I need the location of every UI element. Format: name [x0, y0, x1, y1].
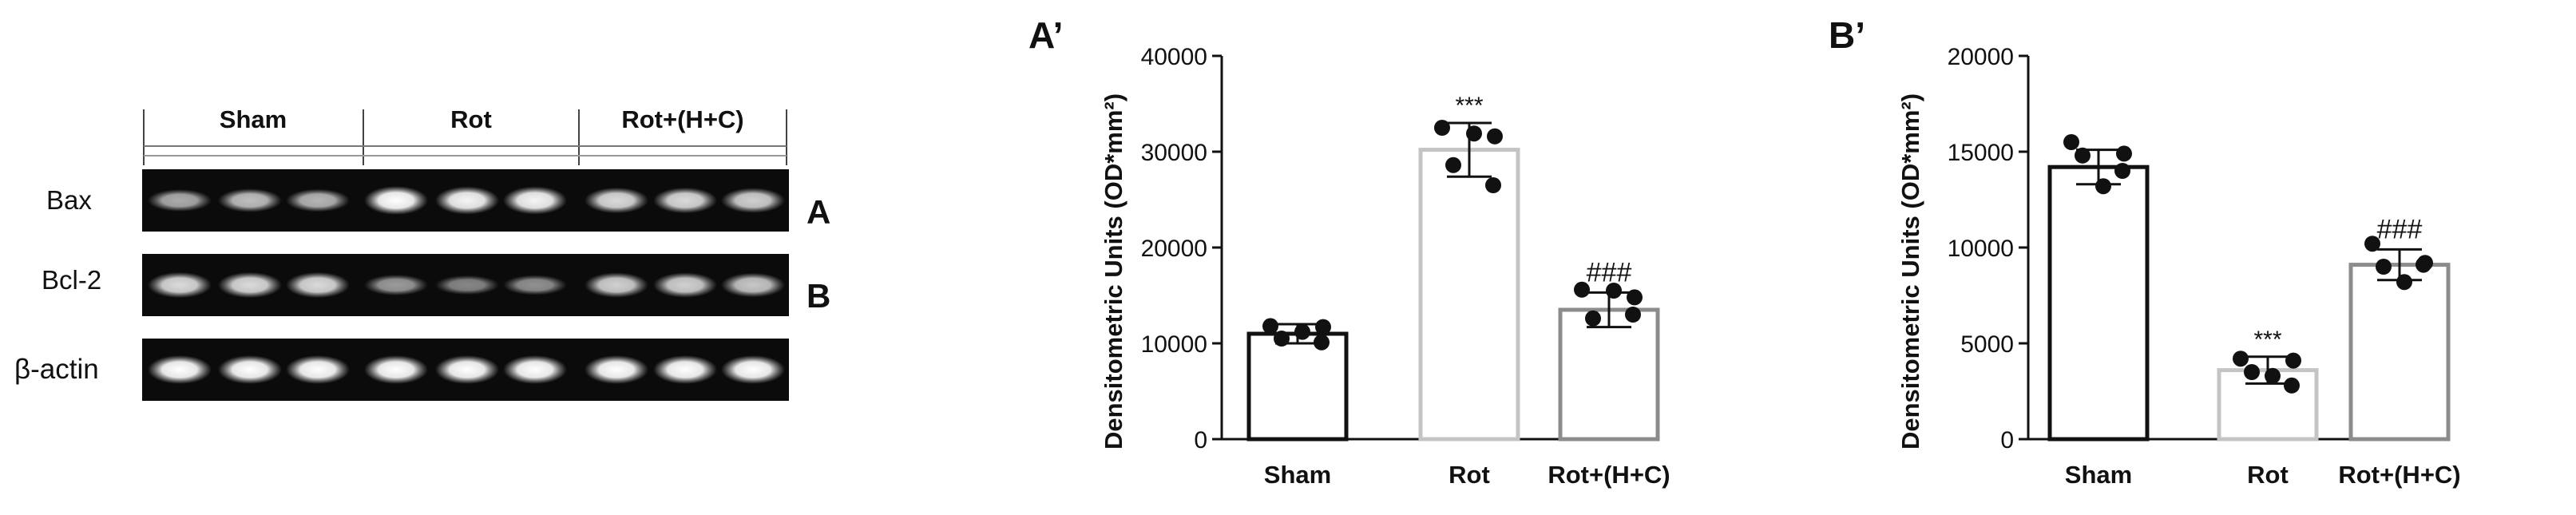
blot-band [653, 272, 717, 298]
blot-band [218, 271, 282, 299]
data-point [1315, 319, 1331, 335]
y-tick-label: 5000 [1960, 331, 2014, 358]
x-category-label: Rot+(H+C) [1548, 461, 1670, 489]
blot-band [148, 271, 212, 299]
data-point [1487, 128, 1503, 145]
y-tick-label: 40000 [1141, 44, 1207, 70]
blot-band [653, 355, 717, 384]
blot-row-label-bax: Bax [46, 185, 92, 215]
data-point [1262, 318, 1278, 335]
data-point [1485, 177, 1501, 193]
blot-band [503, 186, 567, 215]
blot-band [503, 275, 567, 295]
data-point [2114, 163, 2130, 179]
blot-panel-label-a: A [806, 193, 830, 231]
x-category-label: Sham [2065, 461, 2132, 489]
western-blot-panel: Sham Rot Rot+(H+C) Bax Bcl-2 β-actin A B [14, 105, 830, 401]
data-point [1585, 310, 1601, 327]
blot-group-label-rot: Rot [450, 105, 492, 133]
data-point [1627, 289, 1643, 306]
data-point [2376, 259, 2392, 275]
data-point [2244, 364, 2260, 380]
blot-bands [148, 186, 785, 384]
y-tick-label: 0 [1194, 427, 1207, 454]
blot-band [218, 188, 282, 212]
data-point [2396, 274, 2412, 291]
data-point [1294, 323, 1310, 340]
blot-group-label-sham: Sham [220, 105, 287, 133]
blot-row-label-beta-actin: β-actin [14, 354, 99, 385]
data-point [1606, 283, 1622, 299]
data-point [2075, 147, 2091, 164]
y-tick-label: 10000 [1141, 331, 1207, 358]
bar [1558, 307, 1660, 442]
x-category-label: Rot+(H+C) [2338, 461, 2460, 489]
chart-b-panel-label: B’ [1829, 14, 1865, 56]
data-point [1445, 156, 1461, 173]
significance-label: ### [1587, 257, 1632, 287]
chart-a-panel-label: A’ [1028, 14, 1063, 56]
blot-band [364, 186, 428, 215]
y-tick-label: 10000 [1948, 236, 2014, 262]
blot-band [364, 355, 428, 384]
data-point [2265, 367, 2281, 384]
blot-band [364, 274, 428, 296]
data-point [2233, 351, 2249, 367]
blot-band [435, 275, 499, 295]
data-point [1625, 307, 1641, 323]
blot-row-label-bcl2: Bcl-2 [42, 265, 101, 295]
y-tick-label: 20000 [1141, 236, 1207, 262]
data-point [2285, 352, 2301, 369]
blot-band [148, 189, 212, 212]
blot-band [585, 355, 648, 384]
blot-band [286, 188, 350, 212]
y-tick-label: 30000 [1141, 140, 1207, 166]
blot-band [286, 355, 350, 384]
blot-band [653, 187, 717, 214]
significance-label: *** [2253, 327, 2281, 353]
bar [1418, 148, 1520, 442]
blot-band [148, 355, 212, 384]
x-category-label: Sham [1264, 461, 1331, 489]
data-point [1574, 281, 1590, 298]
chart-b-y-axis-label: Densitometric Units (OD*mm²) [1896, 93, 1924, 450]
blot-band [286, 271, 350, 299]
data-point [2284, 377, 2300, 394]
chart-a-prime: A’ Densitometric Units (OD*mm²) 0 10000 20… [1028, 14, 1670, 489]
x-category-label: Rot [2247, 461, 2289, 489]
y-tick-label: 20000 [1948, 44, 2014, 70]
data-point [1466, 125, 1482, 142]
blot-group-label-rot-hc: Rot+(H+C) [621, 105, 743, 133]
blot-band [435, 186, 499, 215]
blot-band [585, 272, 648, 298]
data-point [2063, 134, 2079, 150]
significance-label: *** [1455, 93, 1483, 119]
blot-band [435, 355, 499, 384]
bar [2348, 263, 2451, 442]
blot-band [218, 355, 282, 384]
chart-b-prime: B’ Densitometric Units (OD*mm²) 0 5000 100… [1829, 14, 2461, 489]
blot-band [721, 188, 785, 213]
y-tick-label: 0 [2000, 427, 2014, 454]
bar [1246, 331, 1349, 442]
data-point [1274, 331, 1290, 347]
data-point [2116, 145, 2132, 162]
blot-band [585, 187, 648, 214]
data-point [1434, 120, 1450, 136]
data-point [2415, 256, 2431, 273]
y-tick-label: 15000 [1948, 140, 2014, 166]
bar [2047, 164, 2150, 442]
blot-panel-label-b: B [806, 277, 830, 315]
significance-label: ### [2377, 214, 2423, 244]
data-point [1314, 334, 1330, 351]
data-point [2095, 178, 2111, 195]
blot-band [721, 272, 785, 298]
x-category-label: Rot [1449, 461, 1490, 489]
blot-band [503, 355, 567, 384]
blot-band [721, 355, 785, 384]
chart-a-y-axis-label: Densitometric Units (OD*mm²) [1100, 93, 1127, 450]
data-point [2364, 236, 2380, 252]
